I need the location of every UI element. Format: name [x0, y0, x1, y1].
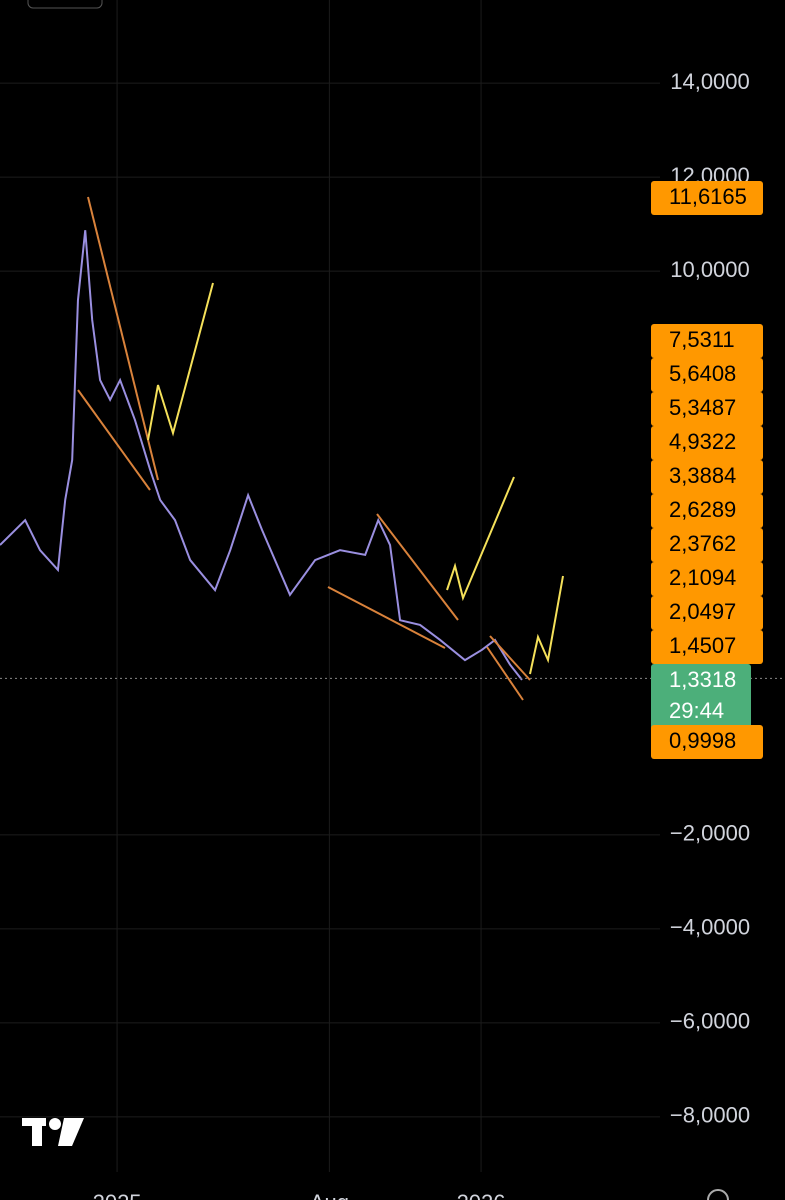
price-tag	[651, 630, 763, 664]
price-tag-label: 5,6408	[669, 361, 736, 386]
x-tick-label: Aug	[310, 1190, 349, 1200]
price-tag-label: 2,0497	[669, 599, 736, 624]
toolbar-button[interactable]	[27, 0, 103, 9]
y-tick-label: 10,0000	[670, 257, 750, 282]
trend-line	[489, 635, 531, 681]
price-tag-label: 7,5311	[669, 327, 735, 352]
price-tag	[651, 725, 763, 759]
logo-part	[49, 1118, 61, 1130]
y-tick-label: −2,0000	[670, 821, 750, 846]
projection-arrow	[147, 282, 214, 441]
price-tag	[651, 358, 763, 392]
price-tag	[651, 324, 763, 358]
price-tag-label: 2,6289	[669, 497, 736, 522]
price-tag-label: 5,3487	[669, 395, 736, 420]
price-tag-label: 1,3318	[669, 667, 736, 692]
price-tag-label: 4,9322	[669, 429, 736, 454]
price-tag	[651, 460, 763, 494]
price-tag	[651, 596, 763, 630]
projection-arrow	[529, 575, 564, 675]
trend-line	[486, 646, 524, 701]
y-tick-label: −4,0000	[670, 915, 750, 940]
price-tag-label: 2,1094	[669, 565, 736, 590]
y-tick-label: −8,0000	[670, 1103, 750, 1128]
price-tag-label: 3,3884	[669, 463, 736, 488]
price-tag	[651, 392, 763, 426]
x-tick-label: 2025	[93, 1190, 142, 1200]
grid	[0, 0, 660, 1172]
trend-line	[87, 196, 159, 481]
plot	[0, 230, 785, 681]
y-tick-label: −6,0000	[670, 1009, 750, 1034]
price-tag	[651, 426, 763, 460]
price-tag	[651, 181, 763, 215]
projection-arrow	[446, 476, 515, 602]
trend-line	[327, 586, 446, 649]
price-tag	[651, 494, 763, 528]
price-tag-label: 2,3762	[669, 531, 736, 556]
trend-line	[376, 513, 459, 621]
countdown: 29:44	[669, 698, 724, 723]
price-tag	[651, 528, 763, 562]
price-tag-label: 1,4507	[669, 633, 736, 658]
current-price-tag	[651, 664, 751, 730]
price-tag-label: 0,9998	[669, 728, 736, 753]
drawings	[77, 196, 564, 701]
logo-part	[32, 1118, 42, 1146]
trend-line	[77, 389, 151, 491]
price-tag-label: 11,6165	[669, 184, 747, 209]
price-tag	[651, 562, 763, 596]
y-tick-label: 14,0000	[670, 69, 750, 94]
price-line	[0, 230, 523, 681]
x-tick-label: 2026	[457, 1190, 506, 1200]
price-axis: 14,000012,000010,0000−2,0000−4,0000−6,00…	[93, 69, 763, 1200]
logo	[22, 1118, 84, 1146]
logo-part	[58, 1118, 84, 1146]
settings-icon[interactable]	[707, 1189, 729, 1200]
